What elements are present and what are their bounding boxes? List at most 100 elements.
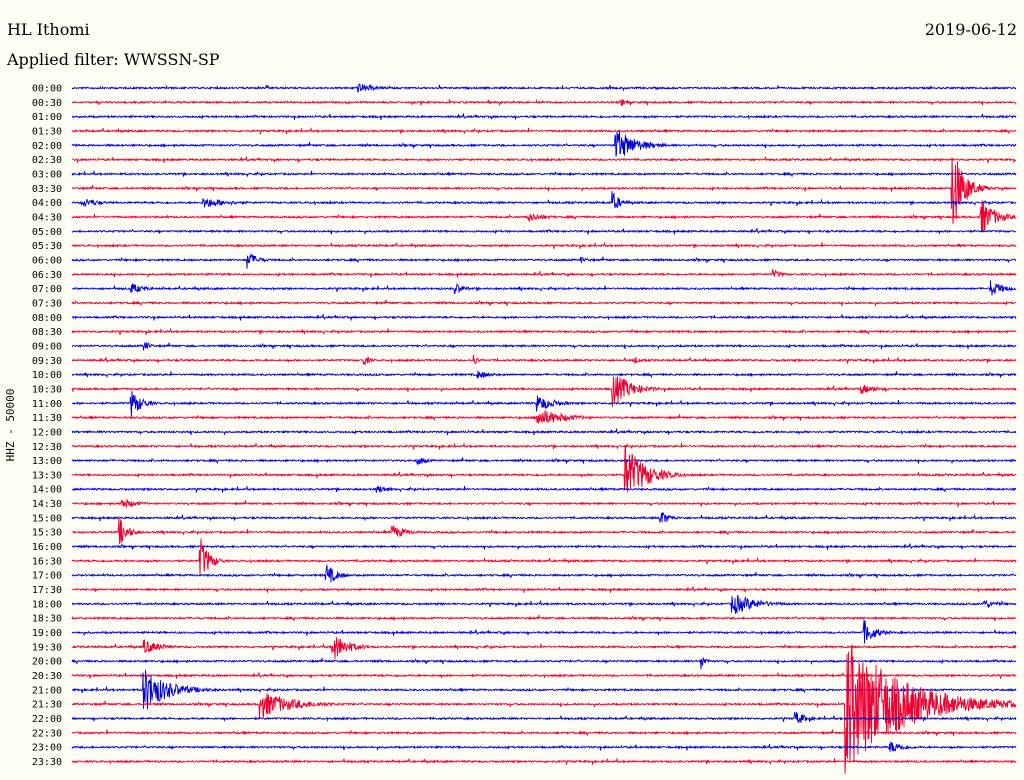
row-label-1500: 15:00 [32,513,62,524]
trace-1430 [71,498,1017,508]
trace-1030 [71,376,1017,408]
row-label-2300: 23:00 [32,743,62,754]
row-label-0600: 06:00 [32,255,62,266]
trace-0000 [71,83,1017,93]
row-label-1730: 17:30 [32,585,62,596]
row-label-0830: 08:30 [32,327,62,338]
trace-2330 [71,757,1017,765]
row-label-0730: 07:30 [32,298,62,309]
row-label-1430: 14:30 [32,499,62,510]
row-label-group: 00:00 00:30 01:00 01:30 02:00 02:30 03:00 03:30… [32,84,62,769]
trace-0730 [71,299,1017,307]
trace-1130 [71,410,1017,424]
trace-0800 [71,314,1017,322]
row-label-0000: 00:00 [32,84,62,95]
trace-0830 [71,327,1017,336]
trace-0030 [71,98,1017,107]
trace-1630 [71,538,1017,577]
trace-1930 [71,637,1017,660]
row-label-1630: 16:30 [32,556,62,567]
filter-label: Applied filter: [7,50,119,69]
trace-1800 [71,594,1017,615]
filter-line: Applied filter: WWSSN-SP [7,51,220,69]
row-label-2030: 20:30 [32,671,62,682]
row-label-1030: 10:30 [32,384,62,395]
station-title: HL Ithomi [7,20,90,39]
trace-0100 [71,113,1017,121]
row-label-0900: 09:00 [32,341,62,352]
trace-0230 [71,156,1017,164]
trace-0630 [71,268,1017,279]
row-label-0230: 02:30 [32,155,62,166]
trace-0130 [71,126,1017,135]
row-label-0630: 06:30 [32,270,62,281]
row-label-1100: 11:00 [32,399,62,410]
row-label-2200: 22:00 [32,714,62,725]
trace-1730 [71,586,1017,594]
trace-2200 [71,711,1017,723]
row-label-2130: 21:30 [32,700,62,711]
row-label-2230: 22:30 [32,728,62,739]
trace-1700 [71,564,1017,583]
trace-1100 [71,390,1017,417]
trace-1000 [71,370,1017,379]
row-label-0030: 00:30 [32,98,62,109]
row-label-1300: 13:00 [32,456,62,467]
channel-side-label: HHZ - 50000 [4,389,17,462]
row-label-2100: 21:00 [32,685,62,696]
trace-2130 [71,644,1017,774]
trace-0530 [71,241,1017,250]
trace-0300 [71,169,1017,178]
trace-2230 [71,729,1017,737]
row-label-1400: 14:00 [32,485,62,496]
date-label: 2019-06-12 [924,20,1017,39]
filter-value: WWSSN-SP [123,50,220,69]
row-label-2330: 23:30 [32,757,62,768]
row-label-1000: 10:00 [32,370,62,381]
row-label-0500: 05:00 [32,227,62,238]
trace-group [71,83,1017,774]
row-label-1330: 13:30 [32,470,62,481]
row-label-1230: 12:30 [32,442,62,453]
row-label-1930: 19:30 [32,642,62,653]
trace-0430 [71,200,1017,233]
trace-0500 [71,228,1017,236]
row-label-0130: 01:30 [32,126,62,137]
trace-0200 [71,131,1017,157]
row-label-0530: 05:30 [32,241,62,252]
row-label-0430: 04:30 [32,212,62,223]
row-label-1600: 16:00 [32,542,62,553]
trace-1230 [71,442,1017,450]
row-label-1200: 12:00 [32,427,62,438]
trace-0600 [71,252,1017,269]
row-label-2000: 20:00 [32,657,62,668]
trace-0700 [71,280,1017,296]
row-label-1530: 15:30 [32,528,62,539]
row-label-0100: 01:00 [32,112,62,123]
trace-2000 [71,657,1017,670]
row-label-1900: 19:00 [32,628,62,639]
trace-1300 [71,457,1017,466]
trace-1330 [71,445,1017,493]
row-label-1700: 17:00 [32,571,62,582]
row-label-0200: 02:00 [32,141,62,152]
row-label-0400: 04:00 [32,198,62,209]
trace-1500 [71,512,1017,523]
trace-1830 [71,614,1017,622]
trace-1600 [71,543,1017,551]
trace-0900 [72,342,1017,351]
row-label-1130: 11:30 [32,413,62,424]
trace-1200 [71,428,1017,436]
trace-2030 [71,672,1017,680]
trace-1900 [71,619,1017,644]
trace-2300 [71,741,1017,752]
trace-0330 [71,157,1017,225]
row-label-1800: 18:00 [32,599,62,610]
row-label-0300: 03:00 [32,169,62,180]
row-label-0800: 08:00 [32,313,62,324]
trace-0930 [71,354,1017,366]
row-label-0330: 03:30 [32,184,62,195]
row-label-0700: 07:00 [32,284,62,295]
row-label-1830: 18:30 [32,614,62,625]
